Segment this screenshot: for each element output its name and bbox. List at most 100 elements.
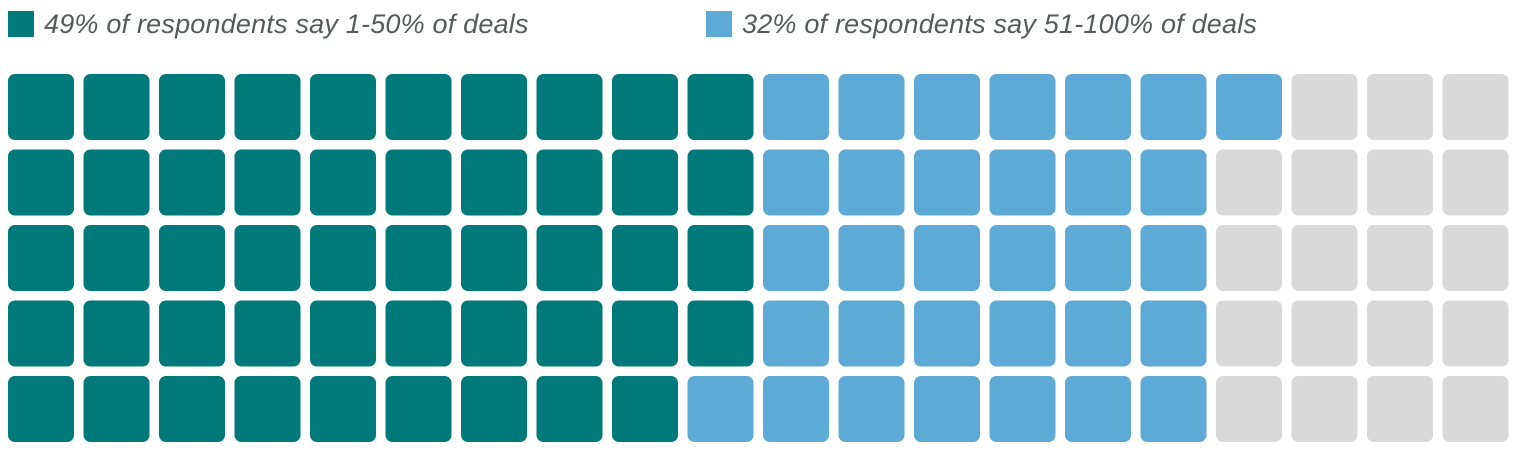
waffle-cell-teal-11 [159, 74, 225, 140]
waffle-cell-blue-64 [914, 300, 980, 367]
waffle-cell-teal-20 [234, 376, 301, 442]
waffle-cell-teal-30 [385, 376, 452, 442]
waffle-cell-grey-86 [1291, 74, 1358, 140]
legend-swatch-teal [8, 11, 34, 37]
waffle-cell-teal-21 [310, 74, 376, 140]
legend-item-51-100-deals: 32% of respondents say 51-100% of deals [706, 6, 1257, 42]
waffle-cell-blue-63 [914, 225, 980, 291]
waffle-cell-grey-82 [1216, 149, 1282, 216]
waffle-cell-teal-48 [687, 225, 754, 291]
waffle-cell-blue-54 [763, 300, 829, 367]
waffle-cell-blue-65 [914, 376, 980, 442]
waffle-cell-teal-33 [461, 225, 527, 291]
waffle-cell-teal-15 [159, 376, 225, 442]
waffle-cell-teal-32 [461, 149, 527, 216]
waffle-cell-blue-51 [763, 74, 829, 140]
waffle-cell-teal-19 [234, 300, 301, 367]
legend-label-1-50-deals: 49% of respondents say 1-50% of deals [44, 8, 529, 39]
waffle-cell-teal-6 [83, 74, 150, 140]
waffle-cell-teal-34 [461, 300, 527, 367]
waffle-cell-grey-90 [1291, 376, 1358, 442]
waffle-cell-teal-39 [536, 300, 603, 367]
waffle-cell-blue-60 [838, 376, 905, 442]
waffle-cell-teal-29 [385, 300, 452, 367]
waffle-cell-grey-87 [1291, 149, 1358, 216]
waffle-cell-teal-17 [234, 149, 301, 216]
waffle-cell-blue-79 [1140, 300, 1207, 367]
waffle-cell-blue-53 [763, 225, 829, 291]
waffle-cell-teal-27 [385, 149, 452, 216]
legend-swatch-blue [706, 11, 732, 37]
waffle-cell-teal-35 [461, 376, 527, 442]
waffle-cell-blue-58 [838, 225, 905, 291]
waffle-cell-teal-7 [83, 149, 150, 216]
waffle-cell-blue-59 [838, 300, 905, 367]
waffle-cell-grey-99 [1442, 300, 1509, 367]
waffle-cell-teal-13 [159, 225, 225, 291]
waffle-cell-grey-95 [1367, 376, 1433, 442]
waffle-cell-grey-92 [1367, 149, 1433, 216]
waffle-cell-blue-52 [763, 149, 829, 216]
waffle-cell-teal-26 [385, 74, 452, 140]
waffle-cell-teal-47 [687, 149, 754, 216]
waffle-cell-grey-83 [1216, 225, 1282, 291]
waffle-cell-grey-94 [1367, 300, 1433, 367]
waffle-cell-grey-100 [1442, 376, 1509, 442]
waffle-cell-grey-97 [1442, 149, 1509, 216]
waffle-cell-teal-8 [83, 225, 150, 291]
waffle-cell-blue-68 [989, 225, 1056, 291]
waffle-cell-grey-98 [1442, 225, 1509, 291]
waffle-cell-teal-46 [687, 74, 754, 140]
waffle-cell-blue-56 [838, 74, 905, 140]
waffle-cell-teal-16 [234, 74, 301, 140]
waffle-cell-teal-3 [8, 225, 74, 291]
waffle-cell-blue-80 [1140, 376, 1207, 442]
waffle-cell-blue-61 [914, 74, 980, 140]
waffle-cell-teal-40 [536, 376, 603, 442]
waffle-cell-grey-88 [1291, 225, 1358, 291]
waffle-cell-teal-22 [310, 149, 376, 216]
waffle-cell-teal-31 [461, 74, 527, 140]
waffle-cell-teal-36 [536, 74, 603, 140]
waffle-cell-grey-96 [1442, 74, 1509, 140]
waffle-cell-teal-44 [612, 300, 678, 367]
waffle-cell-teal-2 [8, 149, 74, 216]
waffle-cell-teal-38 [536, 225, 603, 291]
waffle-cell-blue-77 [1140, 149, 1207, 216]
waffle-cell-blue-57 [838, 149, 905, 216]
waffle-cell-teal-45 [612, 376, 678, 442]
waffle-cell-teal-42 [612, 149, 678, 216]
waffle-cell-teal-1 [8, 74, 74, 140]
waffle-cell-blue-75 [1065, 376, 1131, 442]
waffle-cell-blue-81 [1216, 74, 1282, 140]
waffle-cell-blue-76 [1140, 74, 1207, 140]
waffle-cell-blue-72 [1065, 149, 1131, 216]
waffle-cell-teal-5 [8, 376, 74, 442]
waffle-cell-teal-10 [83, 376, 150, 442]
waffle-cell-teal-37 [536, 149, 603, 216]
legend-label-51-100-deals: 32% of respondents say 51-100% of deals [742, 8, 1258, 39]
waffle-cell-teal-24 [310, 300, 376, 367]
waffle-cell-blue-71 [1065, 74, 1131, 140]
waffle-cell-teal-25 [310, 376, 376, 442]
waffle-cell-blue-69 [989, 300, 1056, 367]
waffle-cell-teal-9 [83, 300, 150, 367]
waffle-cell-teal-4 [8, 300, 74, 367]
waffle-cell-grey-89 [1291, 300, 1358, 367]
waffle-cell-teal-28 [385, 225, 452, 291]
waffle-cell-teal-14 [159, 300, 225, 367]
waffle-cell-blue-66 [989, 74, 1056, 140]
waffle-cell-grey-93 [1367, 225, 1433, 291]
chart-legend: 49% of respondents say 1-50% of deals 32… [0, 0, 1516, 60]
waffle-cell-teal-23 [310, 225, 376, 291]
waffle-cell-teal-12 [159, 149, 225, 216]
waffle-cell-grey-85 [1216, 376, 1282, 442]
waffle-cell-grey-84 [1216, 300, 1282, 367]
waffle-cell-blue-78 [1140, 225, 1207, 291]
waffle-cell-blue-73 [1065, 225, 1131, 291]
waffle-cell-teal-43 [612, 225, 678, 291]
legend-item-1-50-deals: 49% of respondents say 1-50% of deals [8, 6, 529, 42]
waffle-cell-blue-70 [989, 376, 1056, 442]
waffle-cell-blue-55 [763, 376, 829, 442]
